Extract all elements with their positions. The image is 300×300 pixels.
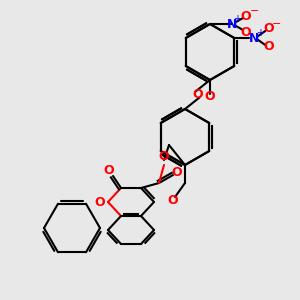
Text: −: −: [272, 19, 281, 29]
Text: O: O: [172, 167, 182, 179]
Text: N: N: [227, 17, 237, 31]
Text: O: O: [205, 91, 215, 103]
Text: O: O: [104, 164, 114, 178]
Text: +: +: [256, 28, 264, 38]
Text: N: N: [249, 32, 260, 44]
Text: O: O: [263, 40, 274, 53]
Text: +: +: [233, 14, 241, 24]
Text: −: −: [250, 6, 260, 16]
Text: O: O: [263, 22, 274, 35]
Text: O: O: [241, 10, 251, 22]
Text: O: O: [159, 151, 169, 164]
Text: O: O: [95, 196, 105, 208]
Text: O: O: [241, 26, 251, 38]
Text: O: O: [168, 194, 178, 206]
Text: O: O: [192, 88, 203, 101]
